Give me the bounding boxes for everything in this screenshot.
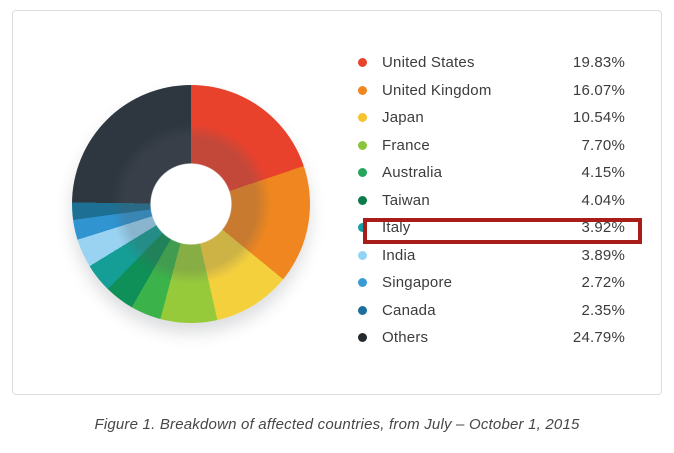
legend-item-japan: Japan 10.54% bbox=[355, 104, 655, 132]
legend-label: Italy bbox=[382, 219, 411, 237]
legend-item-united-kingdom: United Kingdom 16.07% bbox=[355, 77, 655, 105]
legend-value: 16.07% bbox=[572, 81, 625, 99]
legend-dot-icon bbox=[358, 195, 367, 205]
legend-dot-icon bbox=[358, 333, 367, 343]
legend-item-canada: Canada 2.35% bbox=[355, 297, 655, 325]
legend-value: 2.35% bbox=[581, 301, 625, 319]
legend-value: 10.54% bbox=[572, 109, 625, 127]
legend-label: Japan bbox=[382, 109, 424, 127]
legend-dot-icon bbox=[358, 168, 367, 178]
legend-item-taiwan: Taiwan 4.04% bbox=[355, 187, 655, 215]
legend-label: Canada bbox=[382, 301, 436, 319]
legend-item-italy: Italy 3.92% bbox=[355, 214, 655, 242]
legend: United States 19.83% United Kingdom 16.0… bbox=[355, 49, 655, 352]
legend-value: 3.92% bbox=[581, 219, 625, 237]
legend-dot-icon bbox=[358, 85, 367, 95]
legend-value: 24.79% bbox=[572, 329, 625, 347]
legend-label: Others bbox=[382, 329, 429, 347]
legend-dot-icon bbox=[358, 223, 367, 233]
figure-caption: Figure 1. Breakdown of affected countrie… bbox=[94, 416, 580, 433]
legend-label: United States bbox=[382, 54, 475, 72]
legend-item-united-states: United States 19.83% bbox=[355, 49, 655, 77]
legend-dot-icon bbox=[358, 58, 367, 68]
legend-item-others: Others 24.79% bbox=[355, 324, 655, 352]
legend-label: France bbox=[382, 136, 430, 154]
legend-value: 4.04% bbox=[581, 191, 625, 209]
legend-dot-icon bbox=[358, 250, 367, 260]
legend-label: India bbox=[382, 246, 416, 264]
legend-dot-icon bbox=[358, 113, 367, 123]
legend-dot-icon bbox=[358, 305, 367, 315]
legend-value: 7.70% bbox=[581, 136, 625, 154]
legend-label: Taiwan bbox=[382, 191, 430, 209]
legend-label: United Kingdom bbox=[382, 81, 492, 99]
legend-value: 3.89% bbox=[581, 246, 625, 264]
donut-chart bbox=[72, 85, 310, 323]
legend-dot-icon bbox=[358, 278, 367, 288]
legend-item-australia: Australia 4.15% bbox=[355, 159, 655, 187]
legend-label: Australia bbox=[382, 164, 443, 182]
legend-item-singapore: Singapore 2.72% bbox=[355, 269, 655, 297]
chart-card: United States 19.83% United Kingdom 16.0… bbox=[12, 10, 662, 395]
legend-item-india: India 3.89% bbox=[355, 242, 655, 270]
legend-dot-icon bbox=[358, 140, 367, 150]
legend-value: 19.83% bbox=[572, 54, 625, 72]
legend-label: Singapore bbox=[382, 274, 453, 292]
legend-item-france: France 7.70% bbox=[355, 132, 655, 160]
legend-value: 2.72% bbox=[581, 274, 625, 292]
legend-value: 4.15% bbox=[581, 164, 625, 182]
